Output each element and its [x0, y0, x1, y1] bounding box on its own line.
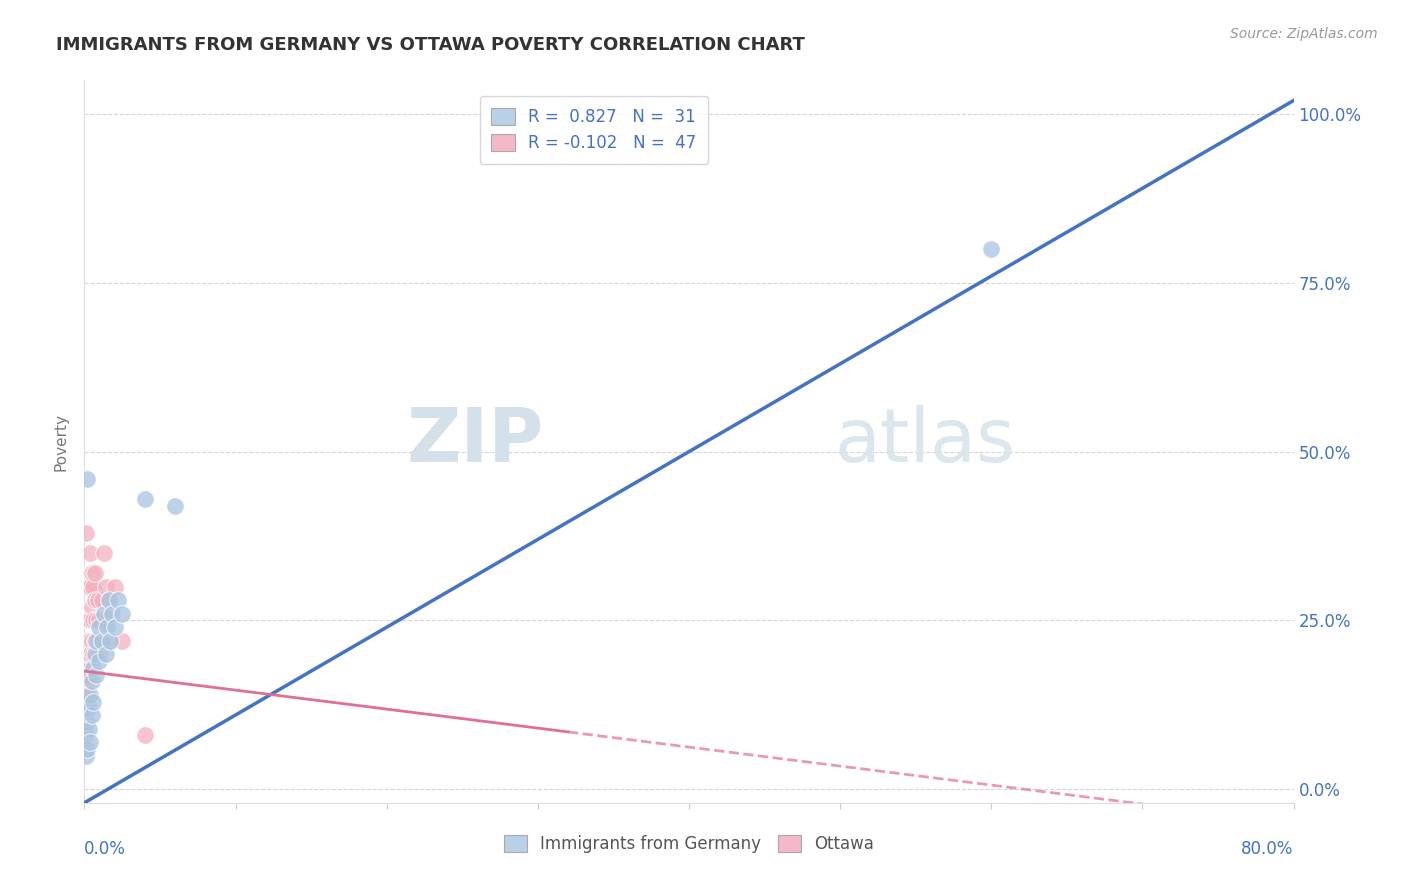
Point: [77, 614, 100, 628]
Text: 80.0%: 80.0%: [1241, 840, 1294, 858]
Point: [80, 674, 103, 689]
Point: [93, 607, 115, 621]
Point: [89, 614, 111, 628]
Point: [75, 688, 97, 702]
Point: [79, 688, 101, 702]
Point: [82, 580, 104, 594]
Point: [91, 593, 114, 607]
Point: [80, 566, 103, 581]
Text: atlas: atlas: [834, 405, 1015, 478]
Point: [89, 620, 111, 634]
Point: [86, 633, 108, 648]
Point: [80, 599, 103, 614]
Point: [79, 735, 101, 749]
Point: [76, 688, 98, 702]
Point: [98, 633, 121, 648]
Point: [77, 647, 100, 661]
Point: [77, 701, 100, 715]
Legend: Immigrants from Germany, Ottawa: Immigrants from Germany, Ottawa: [496, 828, 882, 860]
Point: [96, 614, 118, 628]
Point: [86, 614, 108, 628]
Point: [76, 633, 98, 648]
Point: [77, 722, 100, 736]
Point: [75, 694, 97, 708]
Text: Source: ZipAtlas.com: Source: ZipAtlas.com: [1230, 27, 1378, 41]
Text: 0.0%: 0.0%: [84, 840, 127, 858]
Point: [84, 566, 107, 581]
Point: [76, 661, 98, 675]
Point: [80, 633, 103, 648]
Point: [79, 546, 101, 560]
Point: [87, 593, 110, 607]
Point: [98, 633, 121, 648]
Point: [94, 647, 117, 661]
Point: [76, 714, 98, 729]
Point: [76, 674, 98, 689]
Point: [104, 620, 127, 634]
Point: [75, 640, 97, 655]
Point: [75, 667, 97, 681]
Point: [76, 647, 98, 661]
Point: [86, 647, 108, 661]
Point: [76, 472, 98, 486]
Point: [96, 620, 118, 634]
Point: [75, 678, 97, 692]
Point: [111, 607, 134, 621]
Point: [134, 728, 156, 742]
Point: [75, 728, 97, 742]
Point: [94, 580, 117, 594]
Point: [77, 633, 100, 648]
Point: [134, 491, 156, 506]
Point: [82, 647, 104, 661]
Point: [75, 525, 97, 540]
Point: [79, 647, 101, 661]
Point: [76, 741, 98, 756]
Point: [86, 667, 108, 681]
Point: [84, 647, 107, 661]
Point: [87, 633, 110, 648]
Point: [89, 654, 111, 668]
Point: [104, 580, 127, 594]
Point: [82, 614, 104, 628]
Point: [100, 607, 122, 621]
Point: [84, 633, 107, 648]
Text: ZIP: ZIP: [406, 405, 544, 478]
Point: [84, 593, 107, 607]
Point: [75, 748, 97, 763]
Point: [77, 580, 100, 594]
Point: [980, 242, 1002, 256]
Point: [80, 708, 103, 723]
Point: [165, 499, 187, 513]
Y-axis label: Poverty: Poverty: [53, 412, 69, 471]
Text: IMMIGRANTS FROM GERMANY VS OTTAWA POVERTY CORRELATION CHART: IMMIGRANTS FROM GERMANY VS OTTAWA POVERT…: [56, 36, 806, 54]
Point: [97, 593, 120, 607]
Point: [75, 654, 97, 668]
Point: [97, 593, 120, 607]
Point: [111, 633, 134, 648]
Point: [93, 546, 115, 560]
Point: [82, 661, 104, 675]
Point: [107, 593, 129, 607]
Point: [75, 674, 97, 689]
Point: [79, 580, 101, 594]
Point: [91, 633, 114, 648]
Point: [77, 667, 100, 681]
Point: [79, 614, 101, 628]
Point: [90, 633, 112, 648]
Point: [82, 694, 104, 708]
Point: [89, 647, 111, 661]
